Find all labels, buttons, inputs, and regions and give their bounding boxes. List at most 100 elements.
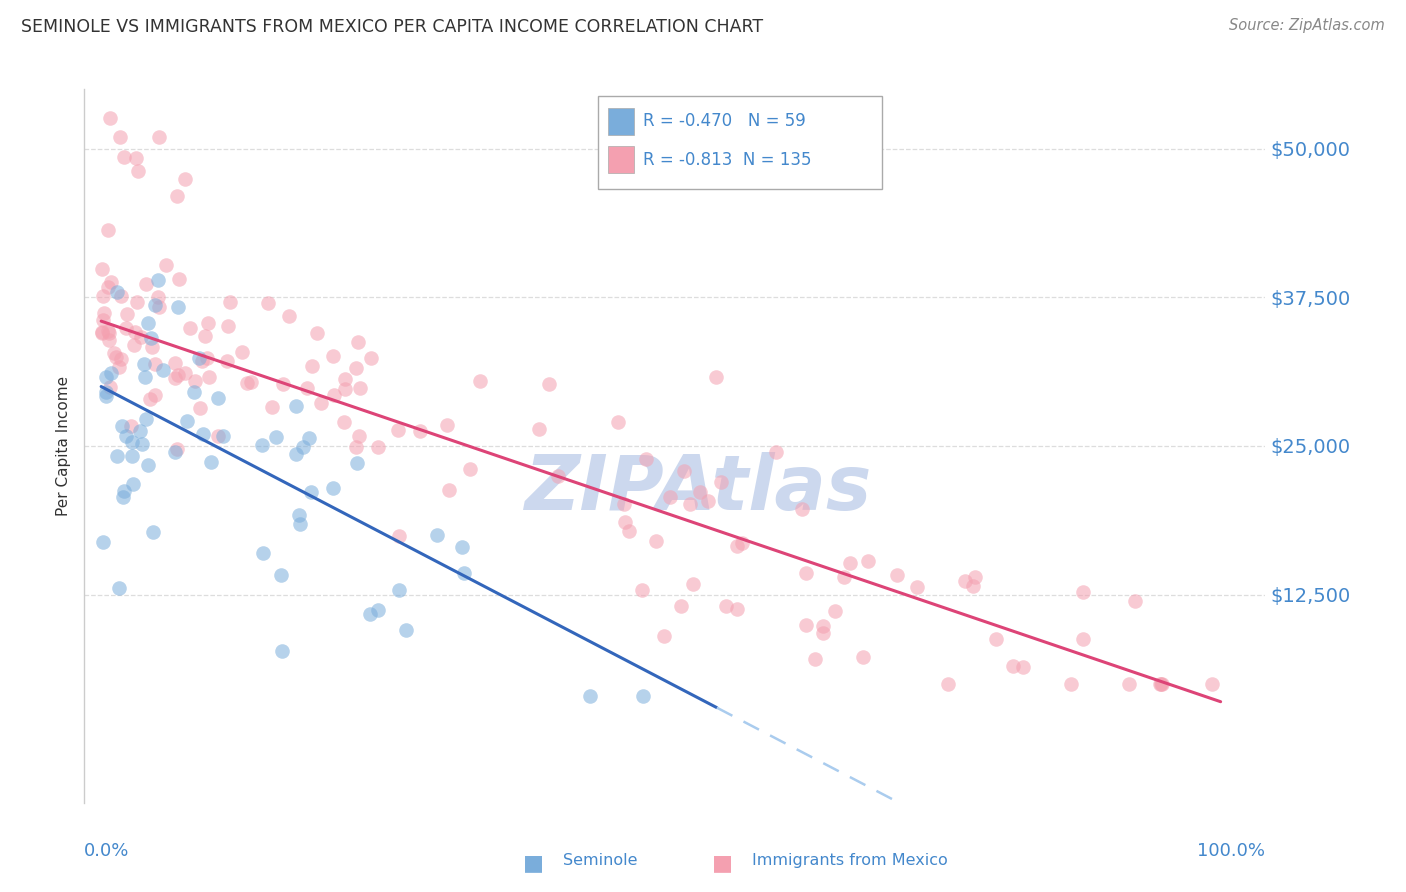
Point bbox=[257, 296, 280, 310]
Point bbox=[672, 464, 695, 478]
Point bbox=[252, 546, 274, 560]
Point bbox=[98, 326, 121, 340]
Point bbox=[179, 321, 201, 335]
Point bbox=[1011, 660, 1033, 674]
Point bbox=[136, 458, 159, 473]
Point bbox=[188, 351, 211, 366]
Point bbox=[284, 399, 307, 413]
Point bbox=[936, 677, 959, 691]
Point bbox=[811, 626, 834, 640]
Point bbox=[167, 368, 190, 382]
Point bbox=[96, 370, 118, 384]
Point bbox=[984, 632, 1007, 647]
Point bbox=[679, 497, 702, 511]
Point bbox=[271, 376, 294, 391]
Point bbox=[811, 618, 834, 632]
Point bbox=[332, 415, 354, 429]
Point bbox=[804, 651, 827, 665]
Point bbox=[90, 262, 112, 277]
Point bbox=[115, 307, 138, 321]
Point bbox=[264, 430, 287, 444]
Point bbox=[349, 429, 371, 443]
Point bbox=[167, 272, 190, 286]
Point bbox=[388, 529, 411, 543]
Point bbox=[107, 581, 129, 595]
Point bbox=[344, 440, 367, 454]
Point bbox=[290, 516, 312, 531]
Point bbox=[1150, 677, 1173, 691]
Point bbox=[136, 317, 159, 331]
Point bbox=[346, 456, 368, 470]
Point bbox=[301, 359, 323, 373]
Point bbox=[578, 689, 600, 703]
Point bbox=[834, 570, 856, 584]
Point bbox=[252, 438, 274, 452]
Point bbox=[1001, 659, 1024, 673]
Point bbox=[1071, 632, 1094, 646]
Point bbox=[166, 300, 188, 314]
Point bbox=[163, 371, 186, 385]
Point bbox=[163, 356, 186, 370]
Text: 100.0%: 100.0% bbox=[1198, 842, 1265, 860]
Point bbox=[731, 535, 754, 549]
Point bbox=[96, 389, 118, 403]
Point bbox=[1123, 593, 1146, 607]
Point bbox=[90, 325, 112, 339]
Point bbox=[98, 333, 121, 347]
Point bbox=[184, 375, 207, 389]
Point bbox=[143, 388, 166, 402]
Point bbox=[260, 401, 283, 415]
Point bbox=[322, 349, 344, 363]
Point bbox=[105, 285, 128, 300]
Point bbox=[652, 629, 675, 643]
Point bbox=[91, 312, 114, 326]
Point bbox=[288, 508, 311, 522]
Point bbox=[124, 337, 146, 351]
Point bbox=[183, 384, 205, 399]
Point bbox=[207, 391, 229, 405]
Point bbox=[91, 326, 114, 341]
Point bbox=[212, 429, 235, 443]
Point bbox=[148, 300, 170, 314]
Point bbox=[131, 437, 153, 451]
Point bbox=[142, 525, 165, 540]
Point bbox=[115, 321, 138, 335]
Point bbox=[125, 151, 148, 165]
Point bbox=[1118, 677, 1140, 691]
Point bbox=[239, 375, 262, 389]
Text: Source: ZipAtlas.com: Source: ZipAtlas.com bbox=[1229, 18, 1385, 33]
Point bbox=[437, 483, 460, 498]
Point bbox=[127, 164, 149, 178]
Point bbox=[148, 129, 170, 144]
Point bbox=[322, 388, 344, 402]
Point bbox=[146, 290, 169, 304]
Point bbox=[631, 583, 654, 598]
Point bbox=[104, 350, 127, 364]
Point bbox=[111, 418, 134, 433]
Point bbox=[905, 580, 928, 594]
Point bbox=[111, 490, 134, 504]
Point bbox=[395, 623, 418, 637]
Point bbox=[270, 644, 292, 658]
Point bbox=[852, 650, 875, 665]
Point bbox=[614, 515, 637, 529]
Point bbox=[644, 534, 666, 549]
Point bbox=[450, 541, 472, 555]
Point bbox=[297, 381, 319, 395]
Point bbox=[824, 604, 846, 618]
Point bbox=[335, 382, 357, 396]
Point bbox=[613, 497, 636, 511]
Point bbox=[360, 351, 382, 365]
Point bbox=[93, 305, 115, 319]
Point bbox=[190, 401, 212, 416]
FancyBboxPatch shape bbox=[598, 96, 882, 189]
Point bbox=[682, 577, 704, 591]
Point bbox=[838, 556, 860, 570]
Point bbox=[1060, 677, 1083, 691]
Point bbox=[322, 481, 344, 495]
Point bbox=[453, 566, 475, 581]
Point bbox=[727, 602, 749, 616]
Text: Immigrants from Mexico: Immigrants from Mexico bbox=[752, 853, 948, 868]
Point bbox=[112, 483, 135, 498]
Point bbox=[347, 334, 370, 349]
